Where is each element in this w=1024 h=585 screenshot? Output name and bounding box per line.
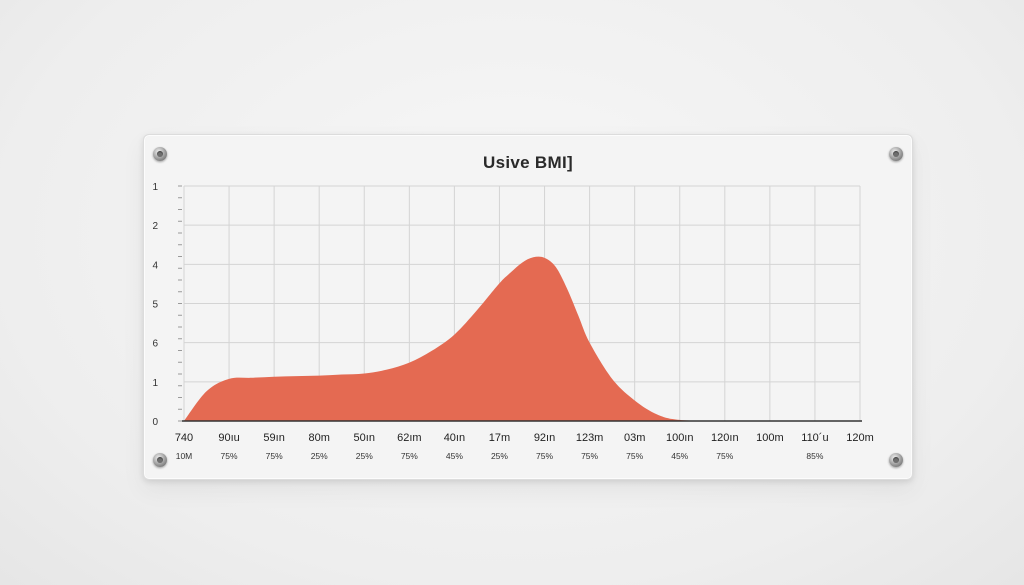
x-tick-label: 90ıu (218, 432, 239, 444)
x-tick-label: 50ın (354, 432, 375, 444)
x-sub-label: 75% (626, 451, 643, 461)
screw-icon-bottom-right (889, 453, 903, 467)
area-series (184, 256, 860, 421)
x-sub-label: 10M (176, 451, 193, 461)
screw-icon-top-left (153, 147, 167, 161)
y-tick-label: 1 (152, 182, 158, 193)
x-tick-label: 59ın (263, 432, 284, 444)
screw-icon-top-right (889, 147, 903, 161)
x-sub-label: 25% (311, 451, 328, 461)
y-tick-label: 2 (152, 221, 158, 232)
x-sub-label: 75% (581, 451, 598, 461)
x-tick-label: 740 (175, 432, 193, 444)
x-tick-label: 100m (756, 432, 784, 444)
x-tick-label: 80m (308, 432, 329, 444)
y-tick-label: 4 (152, 260, 158, 271)
x-tick-label: 120ın (711, 432, 739, 444)
y-tick-label: 6 (152, 339, 158, 350)
y-tick-label: 1 (152, 378, 158, 389)
x-tick-label: 92ın (534, 432, 555, 444)
x-sub-label: 75% (536, 451, 553, 461)
x-tick-label: 110´u (801, 432, 828, 444)
y-tick-label: 5 (152, 300, 158, 311)
x-tick-label: 17m (489, 432, 510, 444)
x-tick-label: 100ın (666, 432, 694, 444)
x-sub-label: 45% (446, 451, 463, 461)
x-sub-label: 25% (491, 451, 508, 461)
x-sub-label: 75% (401, 451, 418, 461)
y-tick-label: 0 (152, 417, 158, 428)
chart-panel: Usive BMI] (143, 134, 913, 480)
x-tick-label: 123m (576, 432, 604, 444)
screw-icon-bottom-left (153, 453, 167, 467)
x-sub-label: 25% (356, 451, 373, 461)
x-tick-label: 62ım (397, 432, 421, 444)
chart-title: Usive BMI] (483, 153, 573, 172)
x-sub-label: 85% (806, 451, 823, 461)
x-tick-label: 40ın (444, 432, 465, 444)
x-sub-label: 75% (266, 451, 283, 461)
x-tick-label: 120m (846, 432, 874, 444)
x-sub-label: 45% (671, 451, 688, 461)
x-sub-label: 75% (716, 451, 733, 461)
x-sub-label: 75% (221, 451, 238, 461)
x-tick-label: 03m (624, 432, 645, 444)
